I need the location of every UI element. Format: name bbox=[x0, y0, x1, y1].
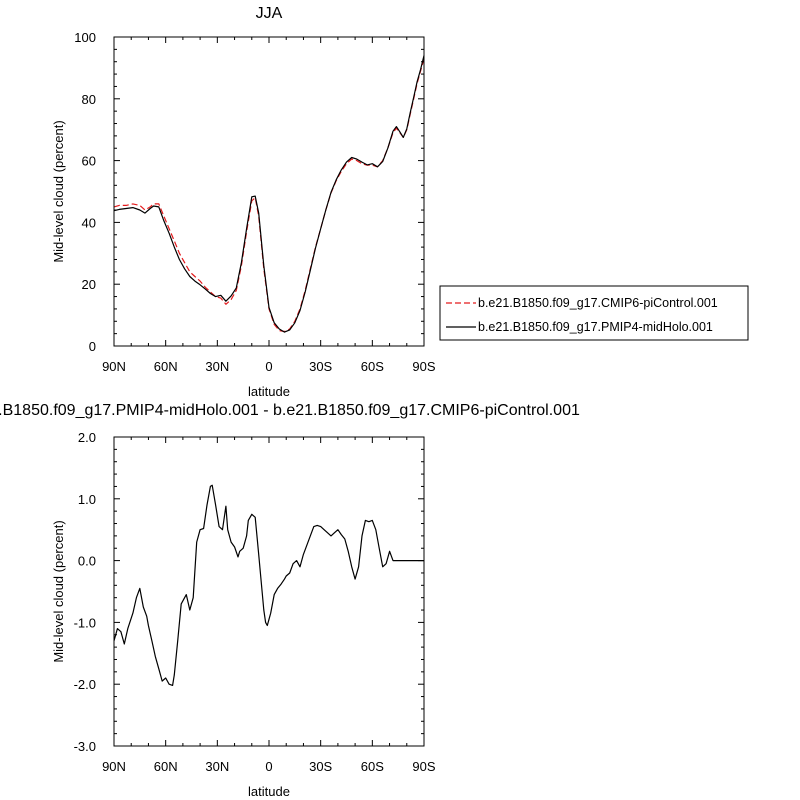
x-tick-label: 90S bbox=[412, 359, 435, 374]
x-tick-label: 30S bbox=[309, 359, 332, 374]
x-axis-label: latitude bbox=[248, 384, 290, 399]
y-tick-label: 0 bbox=[89, 339, 96, 354]
legend: b.e21.B1850.f09_g17.CMIP6-piControl.001b… bbox=[439, 285, 749, 341]
x-tick-label: 30N bbox=[205, 759, 229, 774]
legend-label-0: b.e21.B1850.f09_g17.CMIP6-piControl.001 bbox=[478, 296, 718, 310]
plot-frame bbox=[113, 36, 425, 347]
x-axis-label: latitude bbox=[248, 784, 290, 799]
y-tick-label: -3.0 bbox=[74, 739, 96, 754]
bottom-panel: b.e21.B1850.f09_g17.PMIP4-midHolo.001 - … bbox=[0, 402, 580, 799]
y-tick-label: 20 bbox=[82, 277, 96, 292]
plot-frame bbox=[113, 436, 425, 747]
series-line-0 bbox=[113, 484, 424, 686]
y-tick-label: 1.0 bbox=[78, 492, 96, 507]
x-tick-label: 90N bbox=[102, 359, 126, 374]
chart-title: JJA bbox=[256, 5, 283, 22]
legend-box bbox=[439, 285, 749, 341]
legend-label-1: b.e21.B1850.f09_g17.PMIP4-midHolo.001 bbox=[478, 320, 713, 334]
y-tick-label: 0.0 bbox=[78, 554, 96, 569]
y-tick-label: -1.0 bbox=[74, 615, 96, 630]
x-tick-label: 60N bbox=[154, 359, 178, 374]
top-panel: JJA 90N 60N 30N 0 30S 60S 90S 0 20 40 60 80 100 latitu… bbox=[51, 5, 436, 399]
y-axis-label: Mid-level cloud (percent) bbox=[51, 520, 66, 662]
series-line-1 bbox=[113, 55, 425, 333]
y-tick-label: -2.0 bbox=[74, 677, 96, 692]
y-axis-label: Mid-level cloud (percent) bbox=[51, 120, 66, 262]
y-tick-label: 100 bbox=[74, 30, 96, 45]
y-tick-label: 2.0 bbox=[78, 430, 96, 445]
x-tick-label: 90S bbox=[412, 759, 435, 774]
x-tick-label: 60N bbox=[154, 759, 178, 774]
x-tick-label: 30N bbox=[205, 359, 229, 374]
chart-title: b.e21.B1850.f09_g17.PMIP4-midHolo.001 - … bbox=[0, 402, 580, 419]
y-tick-label: 80 bbox=[82, 92, 96, 107]
x-tick-label: 0 bbox=[265, 759, 272, 774]
x-tick-label: 60S bbox=[361, 759, 384, 774]
y-tick-label: 40 bbox=[82, 215, 96, 230]
x-tick-label: 90N bbox=[102, 759, 126, 774]
y-tick-label: 60 bbox=[82, 154, 96, 169]
x-tick-label: 30S bbox=[309, 759, 332, 774]
series-line-0 bbox=[113, 58, 425, 333]
x-tick-label: 60S bbox=[361, 359, 384, 374]
x-tick-label: 0 bbox=[265, 359, 272, 374]
